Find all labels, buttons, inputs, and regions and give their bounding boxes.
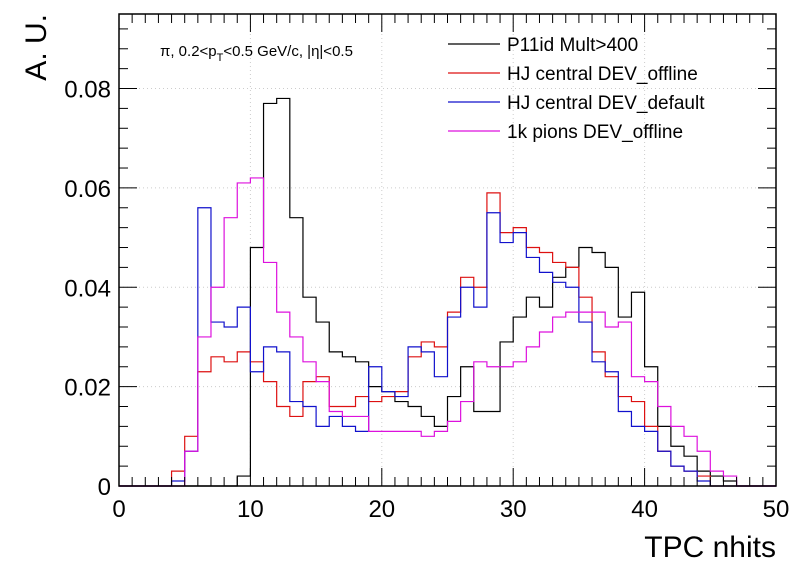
y-tick-label: 0.02 bbox=[64, 375, 111, 402]
x-axis-title: TPC nhits bbox=[644, 531, 776, 564]
y-axis-title: A. U. bbox=[20, 14, 53, 81]
legend-item: HJ central DEV_offline bbox=[448, 64, 698, 85]
x-tick-label: 50 bbox=[763, 496, 790, 523]
legend-label: HJ central DEV_default bbox=[507, 93, 705, 114]
y-tick-label: 0 bbox=[98, 474, 111, 501]
axis-ticks bbox=[118, 14, 777, 487]
tick-labels: 0 10 20 30 40 50 0 0.02 0.04 0.06 0.08 bbox=[64, 77, 789, 523]
x-tick-label: 40 bbox=[631, 496, 658, 523]
series-group bbox=[119, 97, 776, 487]
legend-label: HJ central DEV_offline bbox=[507, 64, 698, 85]
legend-label: 1k pions DEV_offline bbox=[507, 122, 683, 143]
x-tick-label: 30 bbox=[500, 496, 527, 523]
legend-label: P11id Mult>400 bbox=[507, 35, 638, 56]
x-tick-label: 10 bbox=[237, 496, 264, 523]
y-tick-label: 0.06 bbox=[64, 176, 111, 203]
annotation-post: <0.5 GeV/c, |η|<0.5 bbox=[223, 43, 353, 60]
legend-item: 1k pions DEV_offline bbox=[448, 122, 683, 143]
series-line-4 bbox=[119, 177, 776, 487]
x-tick-label: 0 bbox=[112, 496, 125, 523]
legend-item: P11id Mult>400 bbox=[448, 35, 638, 56]
annotation-subscript: T bbox=[217, 52, 224, 64]
series-line-1 bbox=[119, 97, 776, 487]
annotation-pre: π, 0.2<p bbox=[160, 43, 217, 60]
y-tick-label: 0.04 bbox=[64, 275, 111, 302]
y-tick-label: 0.08 bbox=[64, 77, 111, 104]
legend-item: HJ central DEV_default bbox=[448, 93, 705, 114]
kinematic-annotation: π, 0.2<pT<0.5 GeV/c, |η|<0.5 bbox=[160, 43, 353, 64]
x-tick-label: 20 bbox=[368, 496, 395, 523]
legend: P11id Mult>400 HJ central DEV_offline HJ c… bbox=[448, 35, 705, 143]
series-line-3 bbox=[119, 207, 776, 487]
